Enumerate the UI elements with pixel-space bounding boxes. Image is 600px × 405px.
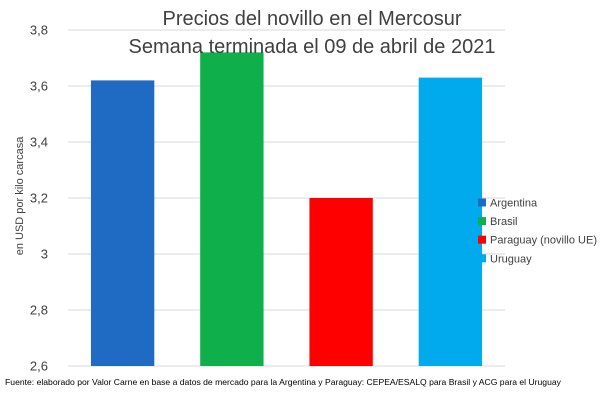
y-tick-labels: 2,6 2,8 3 3,2 3,4 3,6 3,8 — [30, 23, 48, 374]
bar-argentina[interactable] — [90, 80, 155, 367]
legend-label: Argentina — [490, 198, 538, 210]
source-note: Fuente: elaborado por Valor Carne en bas… — [5, 377, 562, 387]
bars — [90, 52, 483, 367]
bar-paraguay-novillo-ue[interactable] — [309, 198, 373, 366]
legend-swatch — [478, 254, 486, 263]
y-tick-label: 3,8 — [30, 23, 48, 38]
y-tick-label: 3,2 — [30, 191, 48, 206]
legend-label: Paraguay (novillo UE) — [490, 235, 597, 247]
y-tick-label: 3 — [41, 247, 48, 262]
chart-subtitle: Semana terminada el 09 de abril de 2021 — [129, 36, 496, 58]
legend: Argentina Brasil Paraguay (novillo UE) Urug… — [478, 198, 597, 265]
y-axis-label: en USD por kilo carcasa — [14, 136, 26, 255]
bar-uruguay[interactable] — [418, 77, 483, 366]
legend-swatch — [478, 235, 486, 244]
legend-label: Brasil — [490, 216, 518, 228]
y-tick-label: 2,6 — [30, 359, 48, 374]
legend-swatch — [478, 198, 486, 207]
y-tick-label: 3,6 — [30, 79, 48, 94]
y-tick-label: 3,4 — [30, 135, 48, 150]
y-tick-label: 2,8 — [30, 303, 48, 318]
bar-brasil[interactable] — [200, 52, 264, 367]
legend-swatch — [478, 217, 486, 226]
legend-label: Uruguay — [490, 253, 532, 265]
chart-title: Precios del novillo en el Mercosur — [162, 8, 461, 30]
